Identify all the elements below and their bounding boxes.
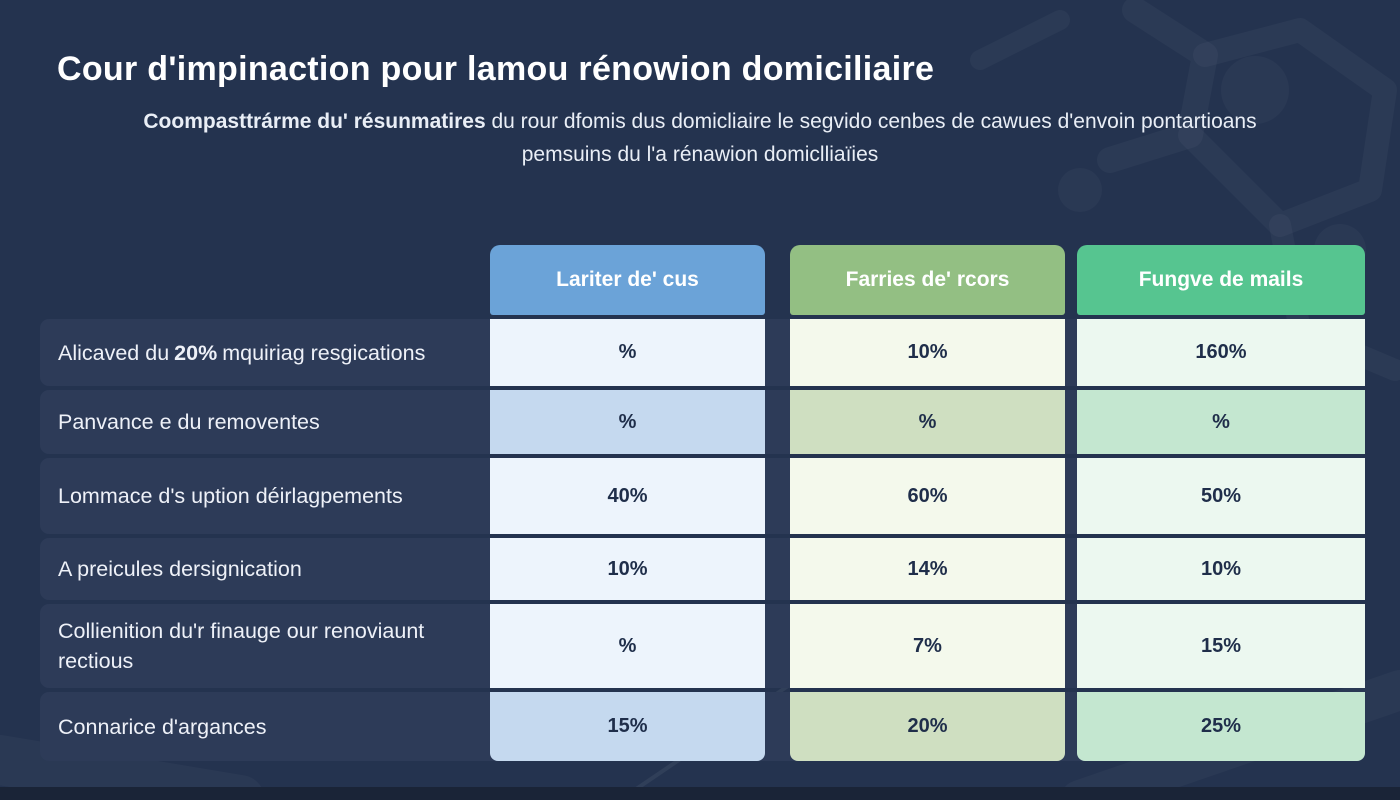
table-cell: 15% bbox=[1077, 604, 1365, 688]
column-header-lariter: Lariter de' cus bbox=[490, 245, 765, 315]
row-label: Collienition du'r finauge our renoviaunt… bbox=[40, 604, 490, 688]
table-cell: % bbox=[1077, 390, 1365, 454]
page-title: Cour d'impinaction pour lamou rénowion d… bbox=[57, 50, 935, 88]
table-row: A preicules dersignication 10% 14% 10% bbox=[40, 538, 1365, 600]
column-gap bbox=[765, 319, 790, 386]
table-cell: 50% bbox=[1077, 458, 1365, 534]
row-label-text: Connarice d'argances bbox=[58, 714, 267, 739]
table-row: Collienition du'r finauge our renoviaunt… bbox=[40, 604, 1365, 688]
row-label-text: Alicaved du bbox=[58, 340, 170, 365]
subtitle-rest-part: du rour dfomis dus domicliaire le segvid… bbox=[485, 110, 1257, 133]
column-gap bbox=[1065, 538, 1077, 600]
column-gap bbox=[1065, 245, 1077, 315]
table-cell: 10% bbox=[790, 319, 1065, 386]
column-gap bbox=[765, 390, 790, 454]
row-label: Connarice d'argances bbox=[40, 692, 490, 761]
row-label-text: Panvance e du removentes bbox=[58, 410, 320, 434]
table-cell: 60% bbox=[790, 458, 1065, 534]
subtitle-line2: pemsuins du l'a rénawion domiclliaïies bbox=[521, 143, 879, 166]
column-gap bbox=[1065, 458, 1077, 534]
table-cell: % bbox=[790, 390, 1065, 454]
column-header-fungve: Fungve de mails bbox=[1077, 245, 1365, 315]
table-cell: % bbox=[490, 604, 765, 688]
comparison-table: Lariter de' cus Farries de' rcors Fungve… bbox=[40, 245, 1365, 765]
row-label-text: Collienition du'r finauge our renoviaunt… bbox=[58, 619, 425, 673]
column-gap bbox=[1065, 604, 1077, 688]
table-cell: 7% bbox=[790, 604, 1065, 688]
column-header-farries: Farries de' rcors bbox=[790, 245, 1065, 315]
column-gap bbox=[765, 245, 790, 315]
table-cell: 14% bbox=[790, 538, 1065, 600]
row-label: A preicules dersignication bbox=[40, 538, 490, 600]
row-label-text: A preicules dersignication bbox=[58, 557, 302, 581]
column-gap bbox=[765, 604, 790, 688]
row-label-text: Lommace d's uption déirlagpements bbox=[58, 484, 403, 508]
row-label-bold: 20% bbox=[174, 340, 218, 365]
row-label-text: mquiriag resgications bbox=[222, 340, 426, 365]
row-label: Lommace d's uption déirlagpements bbox=[40, 458, 490, 534]
column-gap bbox=[1065, 390, 1077, 454]
bottom-accent-bar bbox=[0, 787, 1400, 800]
table-cell: % bbox=[490, 319, 765, 386]
column-gap bbox=[765, 458, 790, 534]
table-cell: 40% bbox=[490, 458, 765, 534]
table-cell: 15% bbox=[490, 692, 765, 761]
row-label: Panvance e du removentes bbox=[40, 390, 490, 454]
column-gap bbox=[765, 538, 790, 600]
table-cell: 10% bbox=[1077, 538, 1365, 600]
table-cell: 160% bbox=[1077, 319, 1365, 386]
subtitle-bold-part: Coompasttrárme du' résunmatires bbox=[143, 110, 486, 133]
header-spacer bbox=[40, 245, 490, 315]
page-subtitle: Coompasttrárme du' résunmatires du rour … bbox=[45, 105, 1355, 171]
table-header-row: Lariter de' cus Farries de' rcors Fungve… bbox=[40, 245, 1365, 315]
table-cell: % bbox=[490, 390, 765, 454]
table-row: Alicaved du 20% mquiriag resgications % 10… bbox=[40, 319, 1365, 386]
column-gap bbox=[1065, 319, 1077, 386]
table-row: Panvance e du removentes % % % bbox=[40, 390, 1365, 454]
column-gap bbox=[1065, 692, 1077, 761]
table-row: Connarice d'argances 15% 20% 25% bbox=[40, 692, 1365, 761]
row-label: Alicaved du 20% mquiriag resgications bbox=[40, 319, 490, 386]
table-cell: 25% bbox=[1077, 692, 1365, 761]
column-gap bbox=[765, 692, 790, 761]
table-row: Lommace d's uption déirlagpements 40% 60… bbox=[40, 458, 1365, 534]
table-cell: 10% bbox=[490, 538, 765, 600]
table-cell: 20% bbox=[790, 692, 1065, 761]
